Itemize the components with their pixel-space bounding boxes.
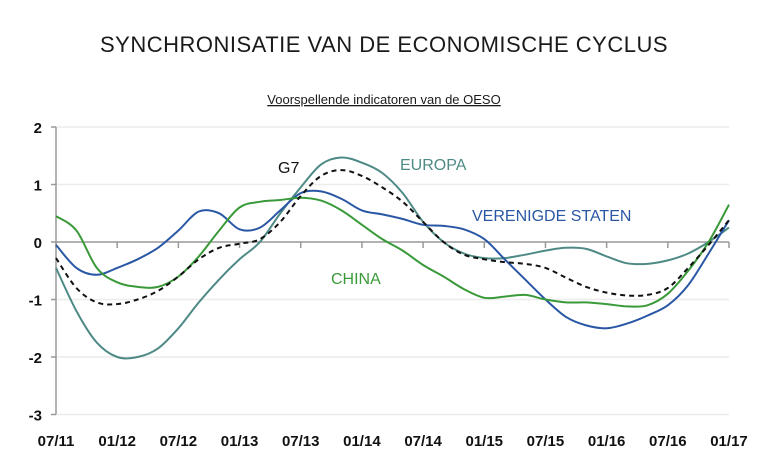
- x-tick-label: 07/16: [649, 433, 687, 450]
- x-tick-label: 01/14: [343, 433, 381, 450]
- series-line-g7: [55, 169, 730, 306]
- y-tick-label: 0: [34, 235, 42, 252]
- x-tick-label: 07/13: [282, 433, 320, 450]
- series-line-europa: [55, 156, 730, 360]
- x-tick-label: 07/12: [160, 433, 198, 450]
- chart-subtitle: Voorspellende indicatoren van de OESO: [267, 92, 500, 107]
- x-tick-label: 07/11: [38, 433, 75, 450]
- series-label-g7: G7: [278, 160, 299, 177]
- axes: 2 1 0 -1 -2 -3 07/11 01/12 07/12 01/13 07/13 01/14 0…: [29, 120, 748, 450]
- series-line-china: [55, 196, 730, 308]
- y-tick-label: -2: [29, 350, 42, 367]
- series-label-europa: EUROPA: [400, 157, 467, 174]
- chart-title: SYNCHRONISATIE VAN DE ECONOMISCHE CYCLUS: [100, 32, 668, 57]
- series-label-verenigde-staten: VERENIGDE STATEN: [472, 208, 631, 225]
- gridlines: [56, 126, 729, 416]
- x-tick-label: 01/16: [588, 433, 626, 450]
- x-tick-label: 01/12: [98, 433, 136, 450]
- y-tick-label: 1: [34, 178, 42, 195]
- series-label-china: CHINA: [331, 271, 381, 288]
- x-tick-label: 07/15: [527, 433, 565, 450]
- x-tick-label: 07/14: [404, 433, 442, 450]
- series-line-verenigde-staten: [55, 189, 730, 330]
- y-tick-label: -1: [29, 293, 42, 310]
- x-tick-label: 01/15: [465, 433, 503, 450]
- series-lines: [55, 156, 730, 360]
- series-labels: EUROPA VERENIGDE STATEN CHINA G7: [278, 157, 631, 288]
- y-tick-label: 2: [34, 120, 42, 137]
- y-tick-label: -3: [29, 408, 42, 425]
- x-tick-label: 01/13: [221, 433, 259, 450]
- x-tick-label: 01/17: [710, 433, 748, 450]
